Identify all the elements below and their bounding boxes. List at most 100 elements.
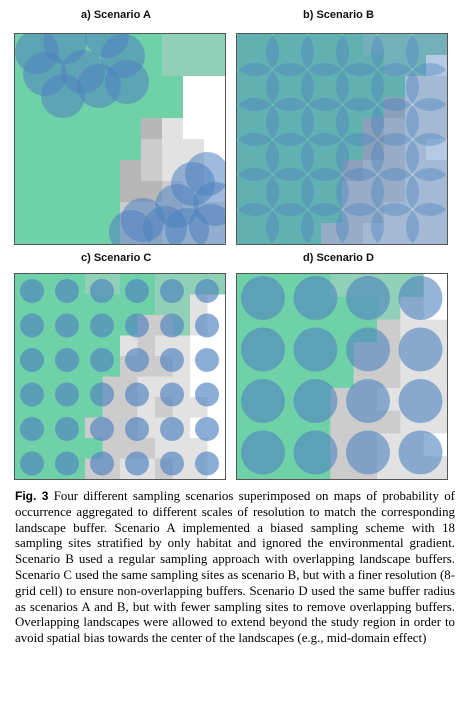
sampling-buffer	[105, 60, 149, 104]
habitat-cell	[342, 76, 364, 98]
habitat-cell	[258, 55, 280, 77]
sampling-buffer	[301, 98, 349, 146]
sampling-buffer	[55, 279, 79, 303]
habitat-cell	[162, 97, 184, 119]
sampling-buffer	[90, 279, 114, 303]
habitat-cell	[384, 160, 406, 182]
habitat-cell	[237, 202, 259, 224]
habitat-cell	[162, 76, 184, 98]
habitat-cell	[426, 202, 447, 224]
habitat-cell	[120, 181, 142, 203]
habitat-cell	[363, 139, 385, 161]
habitat-cell	[141, 97, 163, 119]
habitat-cell	[36, 139, 58, 161]
panel-a-title: a) Scenario A	[81, 9, 151, 21]
habitat-cell	[321, 202, 343, 224]
habitat-cell	[120, 118, 142, 140]
habitat-cell	[237, 76, 259, 98]
sampling-buffer	[301, 133, 349, 181]
sampling-buffer	[237, 203, 279, 244]
sampling-buffer	[293, 379, 338, 423]
habitat-cell	[384, 223, 406, 244]
sampling-buffer	[160, 348, 184, 372]
habitat-cell	[279, 76, 301, 98]
sampling-buffer	[336, 63, 384, 111]
sampling-buffer	[55, 451, 79, 476]
habitat-cell	[15, 223, 37, 244]
sampling-buffer	[301, 63, 349, 111]
sampling-buffer	[371, 133, 419, 181]
habitat-cell	[99, 160, 121, 182]
habitat-cell	[300, 223, 322, 244]
sampling-buffer	[20, 313, 44, 338]
sampling-buffer	[125, 279, 149, 303]
sampling-buffer	[55, 382, 79, 407]
habitat-cell	[321, 181, 343, 203]
habitat-cell	[363, 223, 385, 244]
habitat-cell	[279, 34, 301, 56]
habitat-cell	[363, 160, 385, 182]
habitat-cell	[57, 160, 79, 182]
habitat-cell	[426, 118, 447, 140]
sampling-buffer	[160, 417, 184, 441]
habitat-cell	[279, 223, 301, 244]
habitat-cell	[363, 118, 385, 140]
habitat-cell	[141, 139, 163, 161]
sampling-buffer	[160, 451, 184, 476]
habitat-cell	[279, 139, 301, 161]
habitat-cell	[15, 139, 37, 161]
sampling-buffer	[125, 382, 149, 407]
sampling-buffer	[371, 34, 419, 76]
sampling-buffer	[90, 348, 114, 372]
habitat-cell	[426, 139, 447, 161]
sampling-buffer	[90, 451, 114, 476]
sampling-buffer	[237, 98, 279, 146]
habitat-cell	[57, 202, 79, 224]
sampling-buffer	[241, 379, 285, 423]
sampling-buffer	[336, 168, 384, 216]
habitat-cell	[78, 202, 100, 224]
habitat-cell	[36, 118, 58, 140]
habitat-cell	[258, 139, 280, 161]
sampling-buffer	[193, 182, 225, 226]
habitat-cell	[384, 202, 406, 224]
habitat-cell	[384, 181, 406, 203]
sampling-buffer	[301, 168, 349, 216]
sampling-buffer	[398, 379, 443, 423]
habitat-cell	[36, 160, 58, 182]
caption-text: Four different sampling scenarios superi…	[15, 489, 455, 646]
habitat-cell	[377, 365, 401, 389]
habitat-cell	[426, 34, 447, 56]
sampling-buffer	[406, 203, 447, 244]
panel-c-title: c) Scenario C	[81, 252, 152, 264]
habitat-cell	[120, 160, 142, 182]
panel-b-plot	[237, 34, 447, 244]
habitat-cell	[300, 181, 322, 203]
habitat-cell	[279, 160, 301, 182]
habitat-cell	[384, 34, 406, 56]
sampling-buffer	[371, 168, 419, 216]
habitat-cell	[321, 76, 343, 98]
sampling-buffer	[241, 276, 285, 320]
habitat-cell	[426, 223, 447, 244]
sampling-buffer	[90, 382, 114, 407]
sampling-buffer	[125, 417, 149, 441]
sampling-buffer	[241, 430, 285, 475]
habitat-cell	[237, 139, 259, 161]
habitat-cell	[405, 55, 427, 77]
panel-c-map	[14, 273, 226, 480]
habitat-cell	[384, 139, 406, 161]
habitat-cell	[279, 118, 301, 140]
habitat-cell	[405, 34, 427, 56]
habitat-cell	[78, 160, 100, 182]
habitat-cell	[342, 160, 364, 182]
habitat-cell	[300, 97, 322, 119]
habitat-cell	[258, 97, 280, 119]
habitat-cell	[300, 118, 322, 140]
sampling-buffer	[195, 417, 219, 441]
habitat-cell	[405, 181, 427, 203]
habitat-cell	[183, 34, 205, 56]
habitat-cell	[363, 202, 385, 224]
habitat-cell	[321, 55, 343, 77]
panel-d-plot	[237, 274, 447, 479]
